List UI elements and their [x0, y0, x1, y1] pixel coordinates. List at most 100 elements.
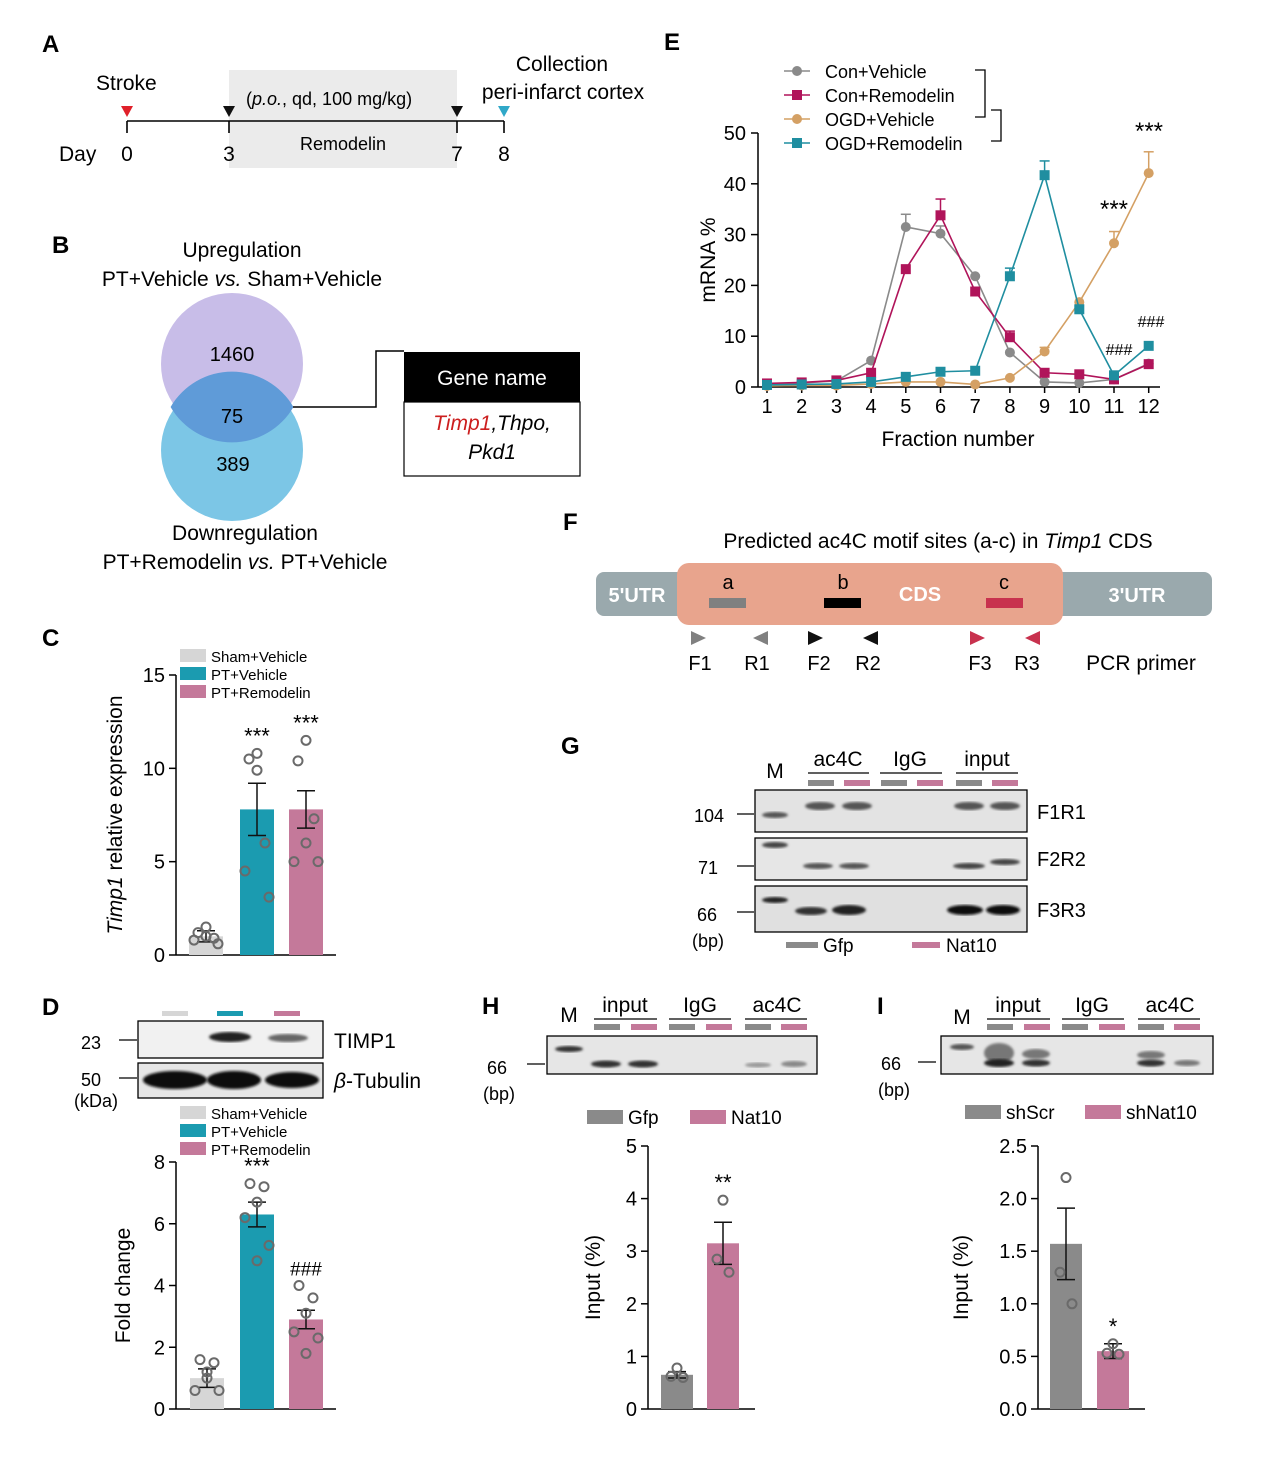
gel-i-lane-shnat10: [1174, 1024, 1200, 1030]
primer-r3-icon: [1025, 631, 1040, 645]
panel-c: C 0 5 10 15 Timp1 relative expression *** *** S…: [42, 625, 336, 967]
data-point: [866, 376, 877, 387]
gel-i-band: [1174, 1060, 1200, 1066]
collection-label: Collection: [516, 53, 608, 76]
significance-label: ***: [244, 1154, 270, 1179]
gel-h-lane-gfp: [594, 1024, 620, 1030]
legend-label: PT+Vehicle: [211, 1124, 287, 1141]
chart-h: 0 1 2 3 4 5 Input (%) ** Gfp Nat10: [582, 1108, 782, 1421]
kda-unit: (kDa): [74, 1091, 118, 1111]
y-axis-label: Input (%): [582, 1235, 605, 1320]
gel-g-f2r2: [754, 837, 1028, 881]
series-line: [766, 172, 1150, 387]
gel-g-band: [842, 802, 872, 810]
gel-g-legend-gfp-swatch: [786, 942, 818, 948]
gel-g-band: [832, 905, 866, 915]
gel-i-lane-shscr: [987, 1024, 1013, 1030]
data-point: [251, 1255, 263, 1267]
gel-g-marker-label: M: [766, 760, 784, 783]
x-tick-label: 8: [1004, 396, 1015, 418]
tubulin-band-sham: [143, 1071, 207, 1089]
gel-h-group-input: input: [602, 994, 648, 1017]
gel-g-group-input: input: [964, 748, 1010, 771]
legend-bracket: [991, 109, 1002, 142]
legend-swatch: [965, 1105, 1001, 1119]
gel-h-lane-nat10: [706, 1024, 732, 1030]
data-point: [300, 734, 312, 746]
data-point: [671, 1362, 683, 1374]
data-point: [935, 228, 946, 239]
data-point: [677, 1371, 689, 1383]
utr3-label: 3'UTR: [1109, 585, 1167, 607]
data-point: [717, 1194, 729, 1206]
gel-g-lane-nat10-igg: [917, 780, 943, 786]
data-point: [263, 1239, 275, 1251]
x-tick-label: 2: [796, 396, 807, 418]
tubulin-blot-label: β-Tubulin: [333, 1070, 421, 1093]
gel-g-lane-nat10-ac4c: [844, 780, 870, 786]
gel-g-group-igg: IgG: [893, 748, 927, 771]
panel-letter-b: B: [52, 232, 69, 259]
gene-name-header: [404, 352, 580, 402]
x-tick-label: 11: [1104, 396, 1125, 418]
gel-h-band: [591, 1060, 621, 1068]
significance-label: ***: [1135, 118, 1163, 145]
venn-overlap: [170, 371, 294, 443]
chart-c: 0 5 10 15 Timp1 relative expression *** *** Sha…: [104, 649, 336, 967]
gel-h-bp-unit: (bp): [483, 1084, 515, 1104]
data-point: [866, 367, 877, 378]
gel-g-band: [795, 907, 827, 915]
gel-g-lane-gfp-input: [956, 780, 982, 786]
stroke-marker-icon: [121, 106, 133, 117]
y-tick-label: 3: [626, 1241, 637, 1263]
panel-letter-g: G: [561, 733, 580, 760]
data-point: [1101, 1347, 1113, 1359]
timp1-blot-label: TIMP1: [334, 1030, 396, 1053]
venn-up-count: 1460: [210, 344, 255, 366]
day-3: 3: [223, 143, 235, 166]
x-tick-label: 12: [1138, 396, 1160, 418]
gel-h-band: [781, 1061, 807, 1067]
gel-i-bp-unit: (bp): [878, 1080, 910, 1100]
y-tick-label: 10: [724, 326, 746, 348]
legend-label: Con+Remodelin: [825, 86, 955, 106]
day-label: Day: [59, 143, 97, 166]
significance-label: ***: [244, 723, 270, 748]
y-tick-label: 8: [154, 1152, 165, 1174]
data-point: [935, 366, 946, 377]
gel-g-band: [803, 863, 833, 869]
gel-g-f3r3: [754, 885, 1028, 933]
utr5-label: 5'UTR: [609, 585, 667, 607]
data-point: [1066, 1298, 1078, 1310]
y-tick-label: 0: [626, 1399, 637, 1421]
timp1-band-pt-vehicle: [209, 1032, 251, 1042]
gel-g-band: [986, 905, 1020, 915]
bar-2: [707, 1243, 739, 1409]
panel-letter-d: D: [42, 994, 59, 1021]
data-point: [762, 379, 772, 390]
primer-f1-label: F1: [688, 653, 711, 675]
data-point: [1074, 377, 1085, 388]
legend-label: shScr: [1006, 1103, 1055, 1124]
gel-g-legend-gfp: Gfp: [823, 936, 854, 957]
data-point: [188, 934, 200, 946]
data-point: [243, 753, 255, 765]
chart-i: 0.0 0.5 1.0 1.5 2.0 2.5 Input (%) * shScr shNat10: [950, 1103, 1197, 1421]
panel-i: I M input IgG ac4C 66 (bp) 0.0 0.5 1.0 1.5 2…: [877, 993, 1214, 1421]
data-point: [239, 865, 251, 877]
gel-h-group-ac4c: ac4C: [752, 994, 801, 1017]
legend-marker-icon: [792, 114, 802, 124]
panel-letter-f: F: [563, 509, 578, 536]
data-point: [251, 747, 263, 759]
data-point: [900, 221, 911, 232]
tubulin-band-pt-remodelin: [265, 1072, 319, 1088]
primer-f3-label: F3: [968, 653, 991, 675]
gel-h-lane-gfp: [669, 1024, 695, 1030]
x-tick-label: 5: [900, 396, 911, 418]
legend-swatch: [180, 685, 206, 698]
legend-label: PT+Remodelin: [211, 1142, 311, 1159]
site-a-bar: [709, 598, 746, 608]
data-point: [1143, 359, 1154, 370]
gel-g-bp-unit: (bp): [692, 931, 724, 951]
y-tick-label: 2: [154, 1337, 165, 1359]
